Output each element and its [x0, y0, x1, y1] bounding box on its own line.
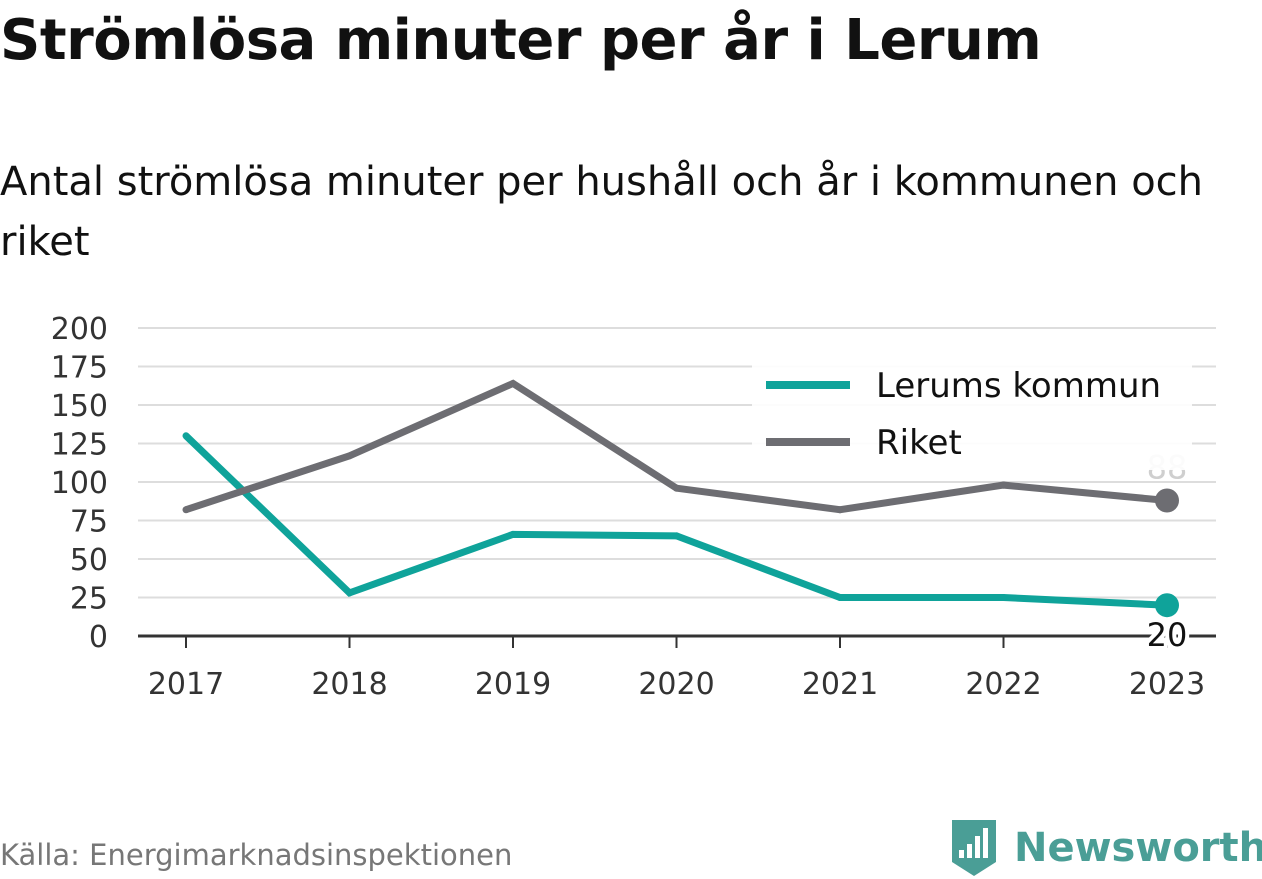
- x-tick-label: 2019: [475, 667, 551, 702]
- y-tick-label: 75: [70, 505, 108, 540]
- series-lines: [182, 379, 1171, 609]
- x-tick-label: 2020: [638, 667, 714, 702]
- chart-title: Strömlösa minuter per år i Lerum: [0, 8, 1042, 73]
- end-label: 20: [1147, 616, 1188, 654]
- x-tick-label: 2022: [965, 667, 1041, 702]
- data-point: [509, 530, 517, 538]
- data-point: [182, 432, 190, 440]
- legend: Lerums kommun Riket: [752, 358, 1192, 470]
- brand-name: Newsworthy: [1014, 825, 1262, 871]
- end-marker: [1155, 593, 1179, 618]
- y-tick-label: 100: [51, 466, 108, 501]
- x-tick-label: 2023: [1129, 667, 1205, 702]
- y-tick-label: 125: [51, 428, 108, 463]
- data-point: [346, 452, 353, 460]
- chart-subtitle: Antal strömlösa minuter per hushåll och …: [0, 159, 1204, 265]
- legend-label: Riket: [876, 423, 962, 463]
- brand-logo: Newsworthy: [948, 818, 1262, 878]
- data-point: [673, 484, 680, 492]
- data-point: [182, 506, 190, 514]
- series-end-markers: 2088: [1143, 448, 1192, 658]
- legend-label: Lerums kommun: [876, 366, 1161, 406]
- x-tick-label: 2018: [311, 667, 387, 702]
- data-point: [509, 379, 517, 387]
- data-point: [1000, 481, 1007, 489]
- y-tick-label: 50: [70, 543, 108, 578]
- data-point: [1000, 594, 1007, 601]
- data-point: [673, 532, 680, 540]
- y-tick-label: 0: [89, 620, 108, 655]
- y-tick-label: 200: [51, 312, 108, 347]
- data-point: [836, 594, 844, 601]
- legend-background: [752, 358, 1192, 470]
- data-point: [346, 589, 353, 597]
- end-marker: [1155, 488, 1179, 513]
- y-tick-label: 175: [51, 351, 108, 386]
- y-tick-label: 25: [70, 582, 108, 617]
- bar-chart-badge-icon: [952, 820, 996, 876]
- source-note: Källa: Energimarknadsinspektionen: [0, 838, 513, 872]
- x-tick-label: 2017: [148, 667, 224, 702]
- y-tick-label: 150: [51, 389, 108, 424]
- x-tick-label: 2021: [802, 667, 878, 702]
- data-point: [836, 506, 844, 514]
- x-axis: 2017 2018 2019 2020 2021 2022 2023: [138, 634, 1216, 702]
